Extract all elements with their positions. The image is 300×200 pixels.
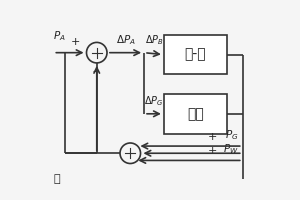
Text: $P_A$: $P_A$ (53, 29, 66, 43)
FancyBboxPatch shape (164, 94, 227, 134)
Text: 火电: 火电 (187, 107, 204, 121)
Text: +: + (71, 37, 81, 47)
Text: +: + (208, 146, 217, 156)
Text: $P_G$: $P_G$ (225, 128, 239, 142)
Text: 风-储: 风-储 (184, 48, 206, 62)
Text: +: + (208, 132, 217, 142)
Text: $\Delta P_A$: $\Delta P_A$ (116, 33, 136, 47)
Text: -: - (92, 65, 97, 78)
Text: $\Delta P_G$: $\Delta P_G$ (144, 94, 164, 108)
Text: 三: 三 (53, 174, 60, 184)
FancyBboxPatch shape (164, 35, 227, 74)
Text: $P_W$: $P_W$ (223, 143, 239, 156)
Text: $\Delta P_B$: $\Delta P_B$ (145, 33, 163, 47)
